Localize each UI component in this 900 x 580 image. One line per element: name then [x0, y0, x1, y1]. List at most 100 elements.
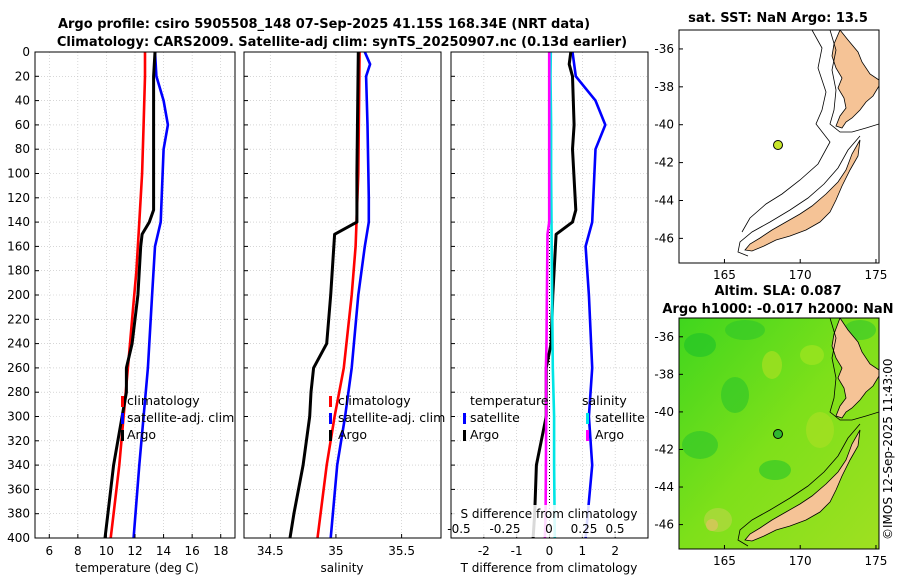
legend-swatch-s-satellite	[586, 413, 589, 424]
salinity-xlabel: salinity	[320, 561, 363, 575]
legend-swatch-s-argo	[586, 430, 589, 441]
south-island-land	[744, 139, 861, 252]
map-lat-label: -36	[654, 330, 674, 344]
depth-tick-label: 120	[7, 191, 30, 205]
x-tick-label: 8	[74, 544, 82, 558]
legend-title-salinity: salinity	[582, 393, 627, 408]
series-argo	[288, 52, 360, 538]
legend-swatch-climatology	[329, 396, 332, 407]
map-lat-label: -46	[654, 231, 674, 245]
map-lat-label: -42	[654, 442, 674, 456]
x-tick-label: -2	[478, 544, 490, 558]
x-tick-label: 35.5	[388, 544, 415, 558]
map-lat-label: -46	[654, 518, 674, 532]
x-tick-label: 12	[127, 544, 142, 558]
legend-label-s-satellite: satellite	[595, 410, 645, 425]
shelf-contour	[737, 30, 879, 257]
legend-label-s-argo: Argo	[595, 427, 624, 442]
depth-tick-label: 280	[7, 385, 30, 399]
sla-anomaly-field	[682, 318, 879, 547]
legend-swatch-argo	[329, 430, 332, 441]
s-diff-tick: -0.25	[489, 522, 520, 536]
series-temperature-satellite	[571, 52, 607, 538]
s-diff-tick: 0	[545, 522, 553, 536]
imos-credit: ©IMOS 12-Sep-2025 11:43:00	[881, 358, 895, 540]
map-lon-label: 170	[789, 268, 812, 282]
sst-map-title: sat. SST: NaN Argo: 13.5	[688, 11, 868, 26]
map-lat-label: -44	[654, 193, 674, 207]
series-satellite-adj-clim	[329, 52, 372, 538]
depth-tick-label: 0	[22, 45, 30, 59]
depth-tick-label: 400	[7, 531, 30, 545]
depth-tick-label: 20	[15, 69, 30, 83]
x-tick-label: 14	[156, 544, 171, 558]
map-lon-label: 165	[713, 268, 736, 282]
legend-title-temperature: temperature	[470, 393, 549, 408]
legend-label-t-satellite: satellite	[470, 410, 520, 425]
legend-label-satellite: satellite-adj. clim	[338, 410, 445, 425]
legend-swatch-climatology	[121, 396, 124, 407]
map-lon-label: 175	[865, 554, 888, 568]
difference-xlabel: T difference from climatology	[460, 561, 638, 575]
series-climatology	[316, 52, 361, 538]
depth-tick-label: 180	[7, 264, 30, 278]
legend-label-climatology: climatology	[338, 393, 411, 408]
depth-tick-label: 200	[7, 288, 30, 302]
north-island-land	[831, 318, 879, 419]
figure-title-line1: Argo profile: csiro 5905508_148 07-Sep-2…	[58, 17, 590, 32]
temperature-legend: climatology satellite-adj. clim Argo	[121, 393, 234, 442]
north-island-land	[831, 30, 879, 129]
argo-location-marker	[773, 429, 783, 439]
sst-map: sat. SST: NaN Argo: 13.5 165 170 175 -36 -38…	[654, 11, 887, 282]
x-tick-label: 6	[45, 544, 53, 558]
legend-label-t-argo: Argo	[470, 427, 499, 442]
x-tick-label: 34.5	[257, 544, 284, 558]
depth-tick-label: 380	[7, 507, 30, 521]
argo-location-marker	[773, 140, 783, 150]
map-lon-label: 175	[865, 268, 888, 282]
map-lat-label: -38	[654, 80, 674, 94]
x-tick-label: 0	[546, 544, 554, 558]
legend-label-climatology: climatology	[127, 393, 200, 408]
salinity-diff-ticks: -0.5 -0.25 0 0.25 0.5	[447, 522, 624, 536]
s-diff-tick: 0.25	[571, 522, 598, 536]
series-climatology	[109, 52, 147, 538]
difference-panel: -2 -1 0 1 2 T difference from climatology S …	[447, 51, 649, 575]
x-tick-label: 10	[99, 544, 114, 558]
series-argo	[103, 52, 157, 538]
figure-title-line2: Climatology: CARS2009. Satellite-adj cli…	[57, 35, 627, 50]
map-lat-label: -44	[654, 480, 674, 494]
depth-tick-label: 60	[15, 118, 30, 132]
legend-swatch-argo	[121, 430, 124, 441]
difference-top-xlabel: S difference from climatology	[461, 507, 638, 521]
map-lon-label: 170	[789, 554, 812, 568]
map-lat-label: -38	[654, 367, 674, 381]
x-tick-label: 18	[213, 544, 228, 558]
series-satellite-adj-clim	[132, 52, 170, 538]
salinity-panel: 34.5 35 35.5 salinity climatology satellit…	[243, 51, 445, 575]
s-diff-tick: -0.5	[447, 522, 470, 536]
depth-tick-label: 160	[7, 239, 30, 253]
legend-label-argo: Argo	[127, 427, 156, 442]
depth-tick-label: 360	[7, 482, 30, 496]
depth-tick-label: 320	[7, 434, 30, 448]
sla-map-title-line2: Argo h1000: -0.017 h2000: NaN	[662, 302, 893, 317]
x-tick-label: 1	[579, 544, 587, 558]
series-temperature-argo	[531, 52, 578, 538]
south-island-land	[744, 429, 861, 542]
map-lat-label: -36	[654, 42, 674, 56]
depth-tick-label: 340	[7, 458, 30, 472]
legend-label-satellite: satellite-adj. clim	[127, 410, 234, 425]
x-tick-label: 2	[611, 544, 619, 558]
temperature-panel: 0 20 40 60 80 100 120 140 160 180 200 220 240 260 280 3…	[7, 45, 236, 575]
legend-swatch-satellite	[121, 413, 124, 424]
depth-tick-label: 300	[7, 410, 30, 424]
depth-tick-label: 100	[7, 167, 30, 181]
legend-swatch-t-satellite	[463, 413, 466, 424]
map-lat-label: -40	[654, 118, 674, 132]
depth-tick-label: 260	[7, 361, 30, 375]
salinity-legend: climatology satellite-adj. clim Argo	[329, 393, 445, 442]
depth-tick-label: 220	[7, 312, 30, 326]
sla-map-title-line1: Altim. SLA: 0.087	[715, 284, 842, 299]
